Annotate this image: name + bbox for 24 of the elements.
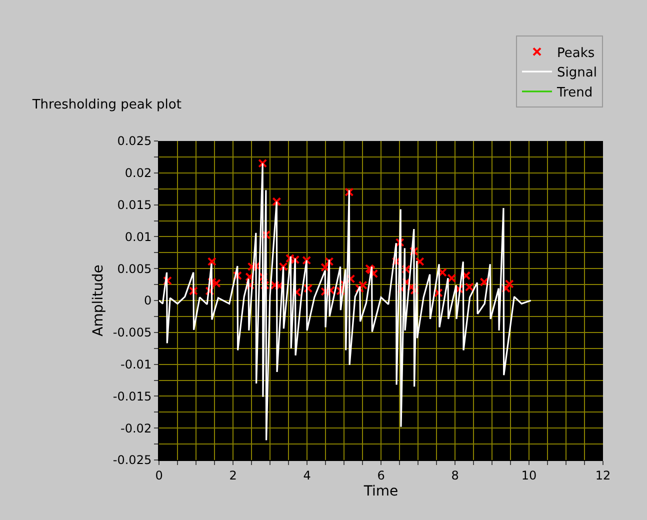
y-tick-label: 0.01: [124, 230, 152, 244]
y-axis-title: Amplitude: [90, 264, 107, 336]
x-tick-label: 10: [521, 468, 537, 482]
y-tick-label: -0.005: [112, 326, 152, 340]
y-tick-label: -0.01: [120, 358, 152, 372]
x-tick-label: 12: [595, 468, 611, 482]
legend-label: Peaks: [557, 46, 595, 61]
x-tick-label: 8: [451, 468, 459, 482]
y-tick-label: -0.02: [120, 421, 152, 436]
legend-label: Signal: [557, 66, 597, 81]
y-tick-label: -0.025: [112, 453, 152, 468]
chart-title: Thresholding peak plot: [31, 98, 182, 113]
y-tick-label: 0.005: [117, 262, 152, 276]
legend-label: Trend: [556, 86, 593, 101]
x-tick-label: 6: [377, 468, 385, 482]
x-tick-label: 4: [303, 468, 311, 482]
y-tick-label: 0.015: [117, 198, 152, 212]
y-tick-label: 0.025: [117, 134, 152, 148]
y-tick-label: 0.02: [124, 166, 152, 180]
y-tick-label: 0: [144, 294, 152, 308]
x-tick-label: 2: [229, 468, 237, 482]
x-axis-title: Time: [362, 484, 398, 500]
y-tick-label: -0.015: [112, 389, 152, 404]
x-tick-label: 0: [155, 468, 163, 482]
